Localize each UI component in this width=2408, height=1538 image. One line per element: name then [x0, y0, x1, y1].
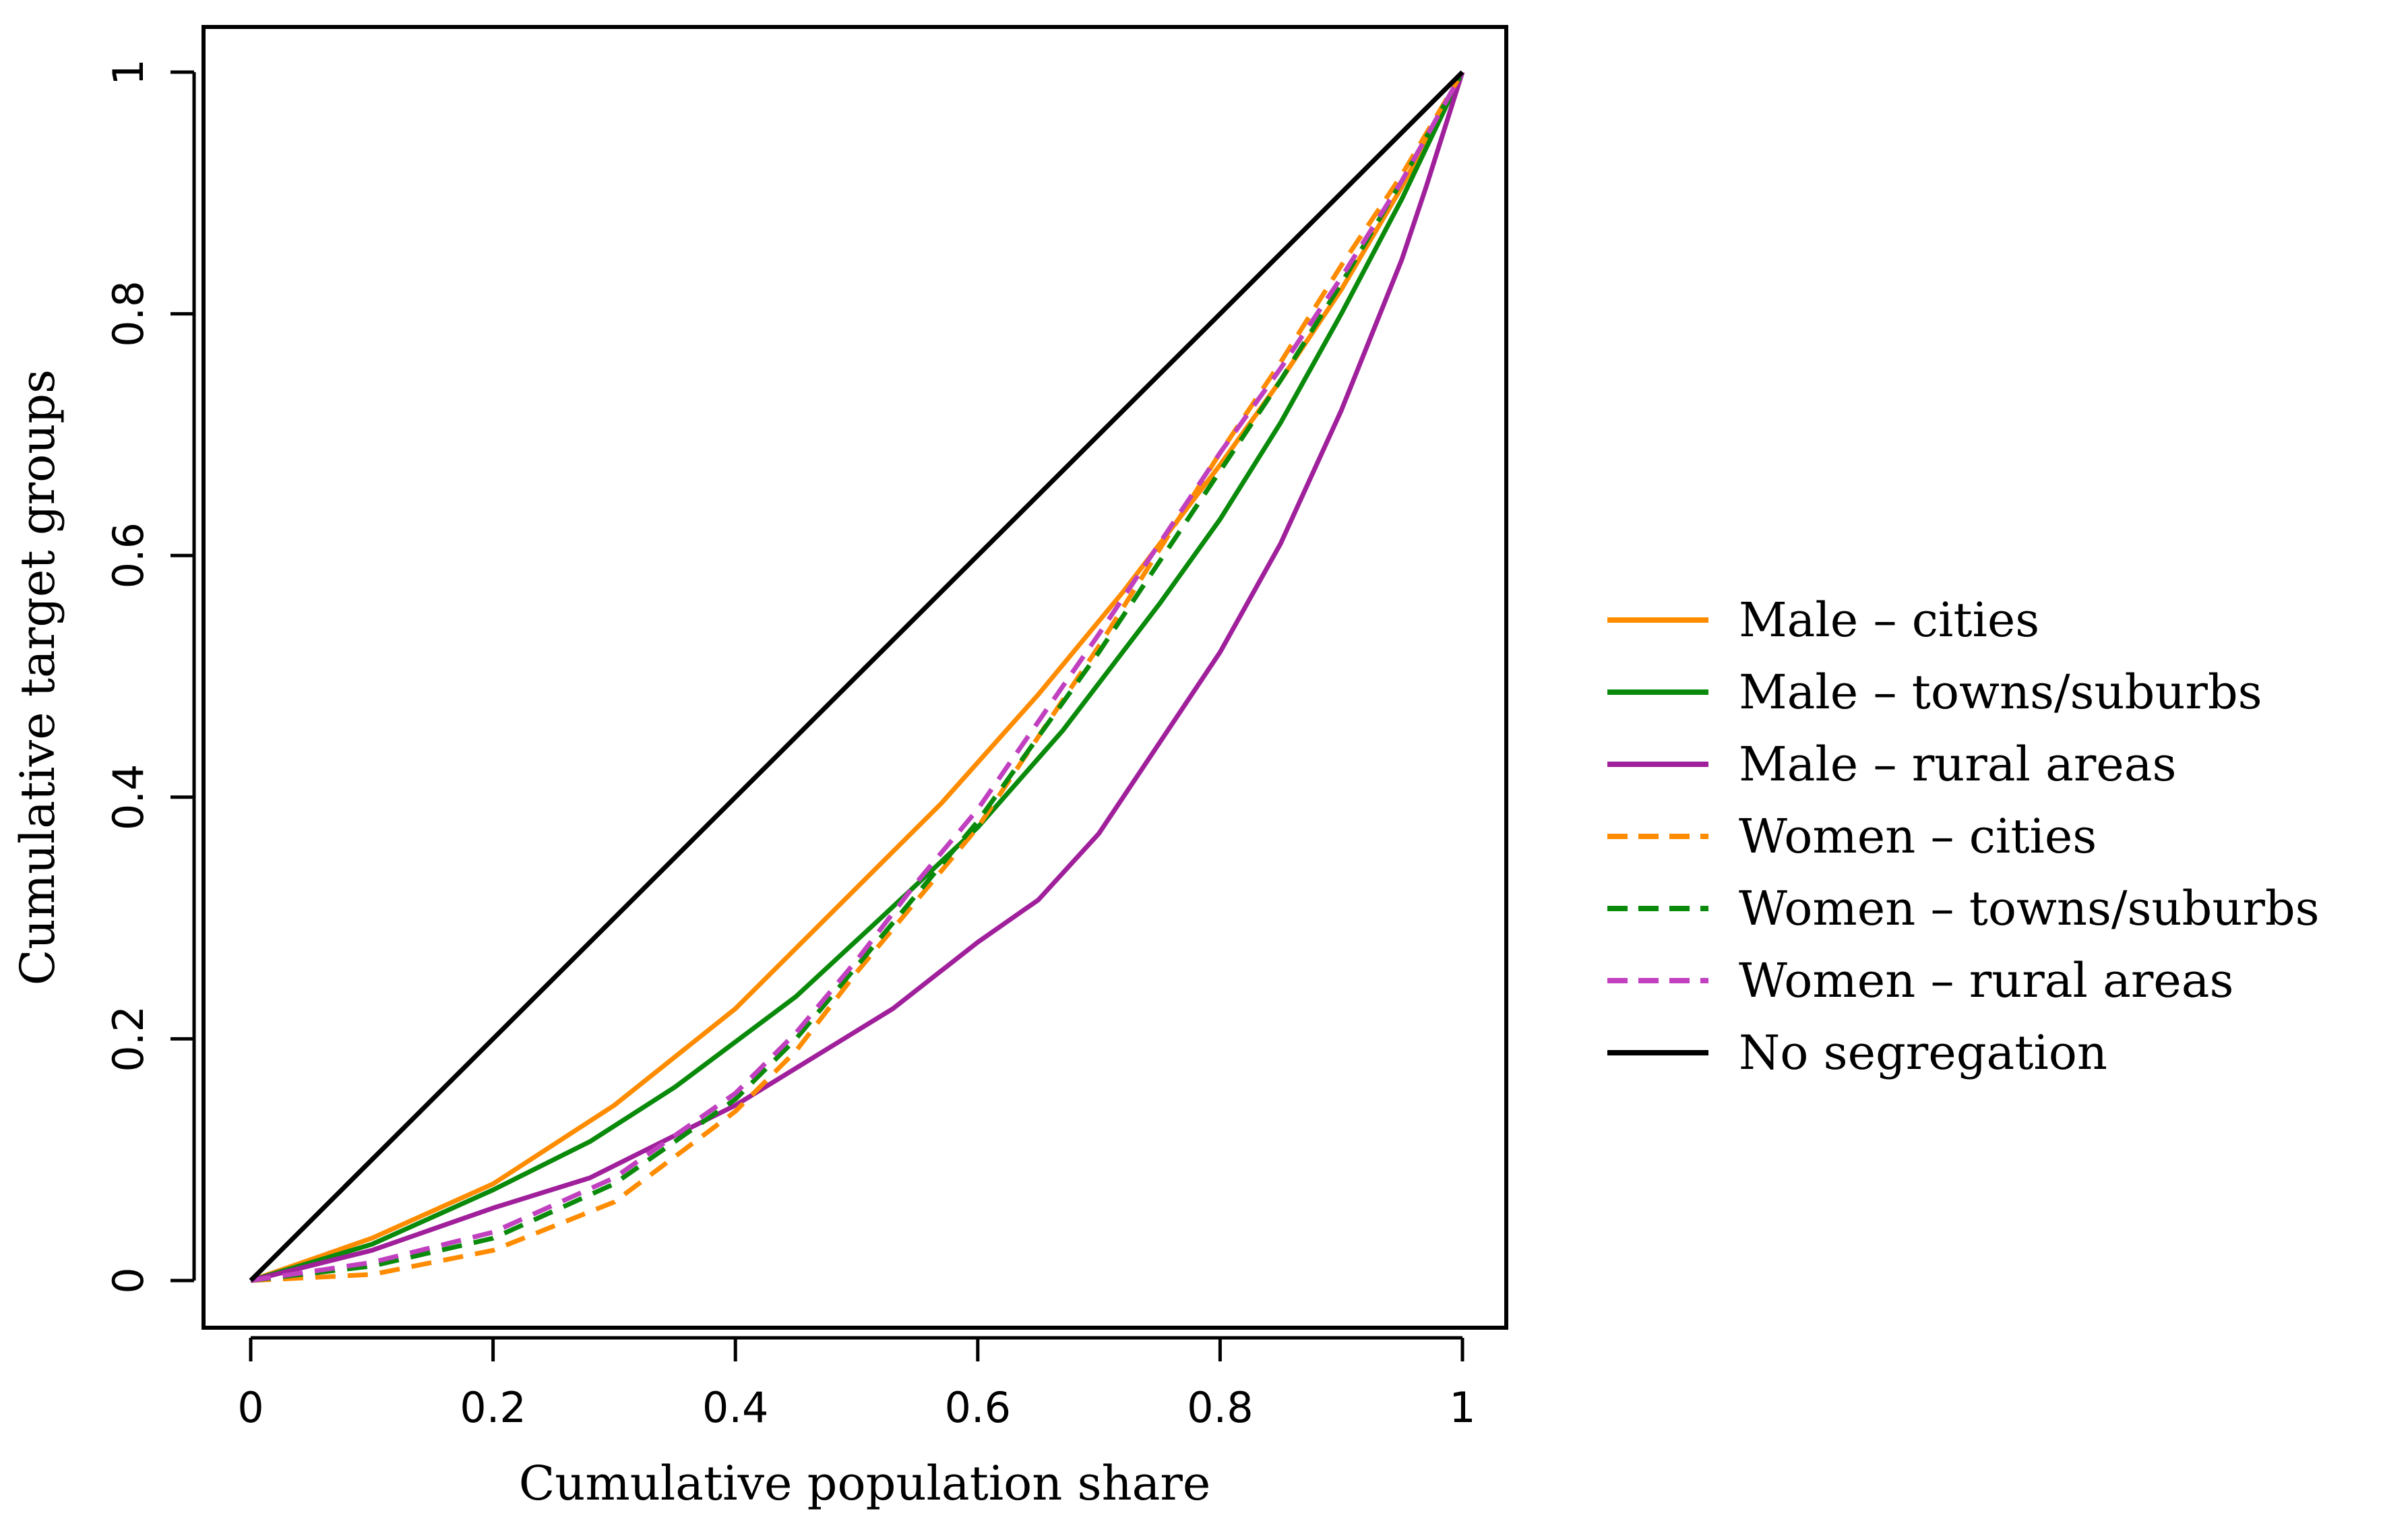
- legend-label-women-rural-areas: Women – rural areas: [1739, 953, 2233, 1008]
- legend-label-no-segregation: No segregation: [1739, 1025, 2107, 1080]
- series-line-male-cities: [249, 71, 1465, 1283]
- y-tick-label: 1: [104, 59, 153, 85]
- y-axis: 0 0.2 0.4 0.6 0.8 1: [104, 59, 196, 1294]
- y-tick-label: 0.4: [104, 764, 153, 830]
- x-tick-label: 0: [237, 1383, 264, 1432]
- x-tick-label: 0.6: [944, 1383, 1011, 1432]
- y-tick-label: 0.8: [104, 280, 153, 347]
- series-line-women-towns-suburbs: [250, 71, 1465, 1283]
- series-line-male-rural-areas: [250, 71, 1465, 1283]
- series-line-no-segregation: [249, 70, 1464, 1283]
- x-tick-label: 1: [1449, 1383, 1475, 1432]
- series-line-male-towns-suburbs: [249, 71, 1465, 1283]
- legend: Male – cities Male – towns/suburbs Male – …: [1607, 592, 2320, 1080]
- x-tick-label: 0.8: [1187, 1383, 1254, 1432]
- y-tick-label: 0: [104, 1267, 153, 1293]
- y-tick-label: 0.2: [104, 1006, 153, 1072]
- series-layer: [249, 70, 1465, 1283]
- legend-label-male-cities: Male – cities: [1739, 592, 2039, 648]
- legend-label-women-towns-suburbs: Women – towns/suburbs: [1739, 881, 2320, 936]
- x-axis: 0 0.2 0.4 0.6 0.8 1: [237, 1336, 1476, 1432]
- plot-frame: [202, 25, 1508, 1330]
- legend-label-male-rural-areas: Male – rural areas: [1739, 737, 2176, 792]
- series-line-women-rural-areas: [250, 71, 1465, 1283]
- legend-label-women-cities: Women – cities: [1739, 809, 2097, 864]
- x-tick-label: 0.2: [460, 1383, 526, 1432]
- x-tick-label: 0.4: [702, 1383, 769, 1432]
- y-axis-title: Cumulative target groups: [10, 369, 65, 985]
- legend-label-male-towns-suburbs: Male – towns/suburbs: [1739, 665, 2262, 720]
- series-line-women-cities: [250, 71, 1465, 1283]
- y-tick-label: 0.6: [104, 522, 153, 589]
- x-axis-title: Cumulative population share: [519, 1456, 1211, 1511]
